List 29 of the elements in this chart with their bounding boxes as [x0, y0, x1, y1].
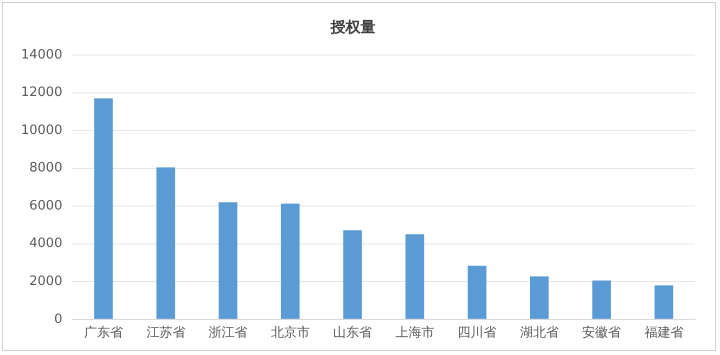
- chart-title: 授权量: [330, 18, 376, 36]
- x-tick-label: 江苏省: [146, 326, 186, 341]
- bar: [468, 266, 486, 319]
- bar: [530, 276, 549, 319]
- bar: [405, 234, 424, 319]
- x-tick-label: 四川省: [458, 326, 497, 341]
- bar: [592, 280, 611, 319]
- bar: [94, 98, 113, 319]
- y-tick-label: 8000: [29, 160, 62, 176]
- x-tick-label: 上海市: [395, 326, 434, 341]
- x-tick-label: 湖北省: [520, 326, 559, 341]
- y-tick-label: 10000: [20, 122, 62, 138]
- x-tick-label: 北京市: [270, 326, 310, 341]
- y-tick-label: 2000: [29, 274, 62, 290]
- bar: [156, 167, 176, 319]
- y-tick-label: 4000: [29, 236, 62, 252]
- bar: [280, 204, 300, 319]
- x-tick-label: 福建省: [644, 326, 684, 341]
- y-tick-label: 14000: [20, 47, 62, 62]
- x-tick-label: 山东省: [333, 326, 372, 341]
- x-tick-label: 广东省: [84, 326, 123, 341]
- x-tick-label: 安徽省: [582, 324, 622, 341]
- y-tick-label: 0: [54, 312, 62, 327]
- bar: [218, 202, 238, 319]
- y-tick-label: 6000: [29, 198, 62, 214]
- bar: [343, 230, 362, 319]
- x-tick-label: 浙江省: [208, 326, 248, 341]
- bar: [654, 285, 674, 319]
- y-tick-label: 12000: [20, 85, 62, 100]
